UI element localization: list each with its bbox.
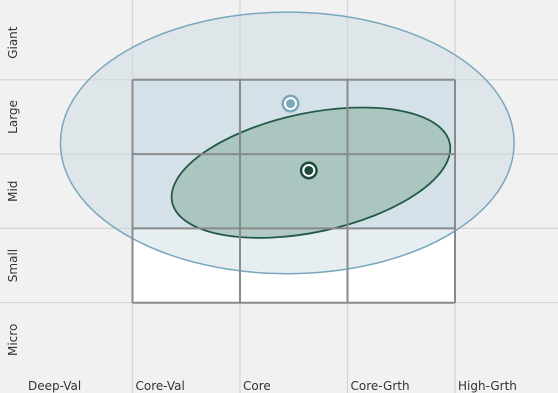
markers xyxy=(281,94,318,180)
x-tick-label: Core-Val xyxy=(136,379,185,393)
y-tick-label: Mid xyxy=(6,181,20,202)
y-tick-label: Large xyxy=(6,100,20,134)
y-tick-label: Micro xyxy=(6,324,20,356)
x-tick-label: Deep-Val xyxy=(28,379,81,393)
y-tick-labels: Micro Small Mid Large Giant xyxy=(6,26,20,356)
y-tick-label: Small xyxy=(6,249,20,282)
ellipses xyxy=(59,11,515,275)
y-tick-label: Giant xyxy=(6,26,20,59)
series-marker-dot-2 xyxy=(304,165,314,175)
style-box-border xyxy=(131,78,456,304)
series-marker-dot-1 xyxy=(286,99,296,109)
style-box-cell xyxy=(132,228,240,303)
x-tick-label: High-Grth xyxy=(458,379,517,393)
x-tick-label: Core-Grth xyxy=(351,379,410,393)
x-tick-label: Core xyxy=(243,379,271,393)
x-tick-labels: Deep-Val Core-Val Core Core-Grth High-Grth xyxy=(28,379,517,393)
style-box-cell xyxy=(240,228,348,303)
